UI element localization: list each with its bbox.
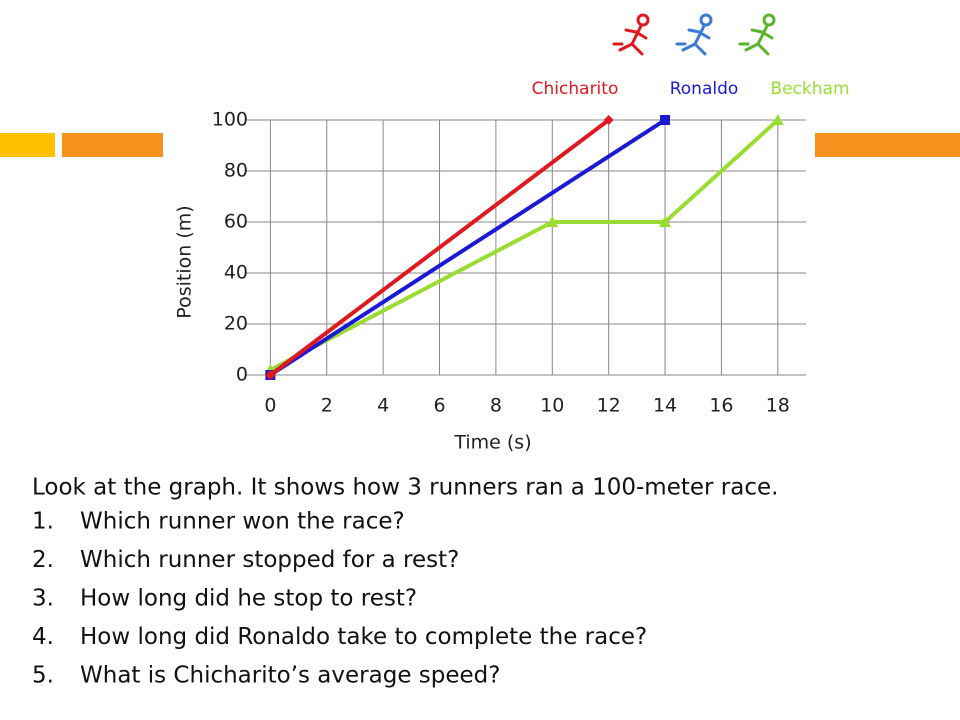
y-tick-label: 0 — [236, 364, 248, 386]
question-text: How long did Ronaldo take to complete th… — [80, 624, 647, 650]
y-tick-label: 20 — [224, 313, 248, 335]
legend-entry: Beckham — [770, 79, 849, 99]
x-tick-label: 10 — [540, 395, 564, 417]
x-tick-label: 0 — [264, 395, 276, 417]
y-tick-label: 60 — [224, 211, 248, 233]
deco-bar — [62, 133, 163, 157]
x-tick-label: 14 — [653, 395, 677, 417]
marker — [771, 114, 784, 125]
legend-entry: Ronaldo — [670, 79, 739, 99]
x-axis-title: Time (s) — [453, 432, 531, 454]
x-tick-label: 18 — [766, 395, 790, 417]
prompt: Look at the graph. It shows how 3 runner… — [32, 475, 778, 501]
y-tick-label: 40 — [224, 262, 248, 284]
marker — [659, 216, 672, 227]
question-number: 2. — [32, 547, 54, 573]
series-line — [269, 118, 610, 377]
marker — [603, 115, 614, 125]
question-number: 4. — [32, 624, 54, 650]
question-text: How long did he stop to rest? — [80, 586, 417, 612]
series-line — [269, 118, 667, 377]
question-text: Which runner stopped for a rest? — [80, 547, 459, 573]
x-tick-label: 8 — [490, 395, 502, 417]
question-number: 5. — [32, 663, 54, 689]
deco-bar — [0, 133, 55, 157]
question-text: Which runner won the race? — [80, 509, 405, 535]
question-text: What is Chicharito’s average speed? — [80, 663, 500, 689]
marker — [265, 370, 276, 380]
runner-icons — [612, 13, 776, 56]
question-number: 3. — [32, 586, 54, 612]
y-axis-title: Position (m) — [174, 205, 196, 318]
marker — [660, 115, 671, 125]
x-tick-label: 2 — [321, 395, 333, 417]
question-number: 1. — [32, 509, 54, 535]
x-tick-label: 16 — [709, 395, 733, 417]
x-tick-label: 6 — [433, 395, 445, 417]
x-tick-label: 4 — [377, 395, 389, 417]
legend-entry: Chicharito — [532, 79, 619, 99]
deco-bar — [815, 133, 960, 157]
series-line — [269, 118, 780, 372]
y-tick-label: 100 — [212, 109, 248, 131]
x-tick-label: 12 — [597, 395, 621, 417]
marker — [546, 216, 559, 227]
y-tick-label: 80 — [224, 160, 248, 182]
